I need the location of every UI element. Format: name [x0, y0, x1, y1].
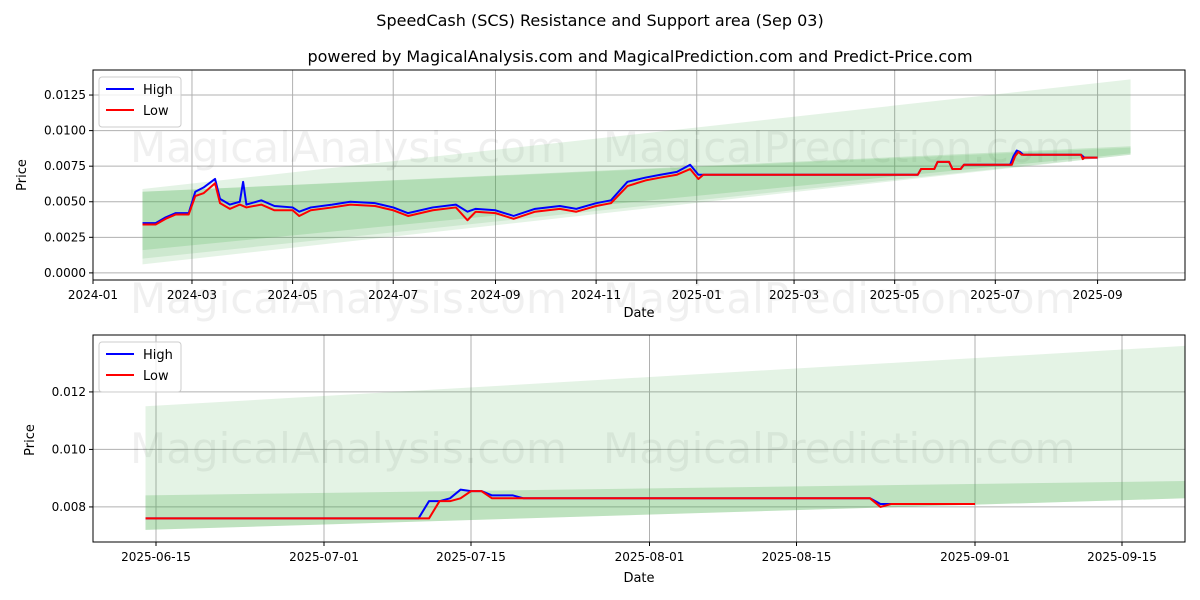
- x-tick-label: 2025-03: [769, 288, 819, 302]
- x-tick-label: 2024-01: [68, 288, 118, 302]
- watermark: MagicalPrediction.com: [603, 274, 1076, 323]
- legend-label: Low: [143, 104, 169, 119]
- chart-subtitle: powered by MagicalAnalysis.com and Magic…: [307, 47, 972, 66]
- chart-title: SpeedCash (SCS) Resistance and Support a…: [376, 11, 823, 30]
- y-tick-label: 0.012: [52, 385, 86, 399]
- subplot-1: 2024-01 2024-03 2024-05 2024-07 2024-09 2024-…: [15, 69, 1186, 323]
- x-tick-label: 2024-11: [571, 288, 621, 302]
- x-tick-label: 2025-06-15: [121, 550, 191, 564]
- axes-frame: [92, 69, 1186, 281]
- support-resistance-band: [142, 79, 1131, 265]
- subplot-2: 2025-06-15 2025-07-01 2025-07-15 2025-08-01…: [23, 334, 1186, 586]
- support-resistance-band: [145, 345, 1185, 530]
- y-tick-label: 0.0000: [44, 266, 86, 280]
- x-axis-label: Date: [623, 306, 654, 321]
- x-tick-label: 2025-07: [970, 288, 1020, 302]
- legend: High Low: [98, 341, 182, 393]
- x-tick-label: 2025-08-01: [615, 550, 685, 564]
- x-tick-label: 2025-09: [1073, 288, 1123, 302]
- x-tick-label: 2025-05: [870, 288, 920, 302]
- x-tick-label: 2025-07-15: [436, 550, 506, 564]
- series-line-low: [145, 490, 975, 520]
- x-tick-label: 2024-07: [368, 288, 418, 302]
- x-tick-label: 2024-05: [268, 288, 318, 302]
- y-tick-label: 0.0075: [44, 159, 86, 173]
- legend-label: High: [143, 348, 173, 363]
- plot-area: [145, 345, 1185, 530]
- x-tick-label: 2025-09-01: [940, 550, 1010, 564]
- y-tick-label: 0.0100: [44, 124, 86, 138]
- y-tick-label: 0.0125: [44, 88, 86, 102]
- x-tick-label: 2025-07-01: [289, 550, 359, 564]
- legend-label: High: [143, 83, 173, 98]
- watermark: MagicalAnalysis.com: [130, 424, 567, 473]
- watermark: MagicalPrediction.com: [603, 424, 1076, 473]
- y-tick-label: 0.0050: [44, 195, 86, 209]
- y-axis-label: Price: [23, 424, 38, 456]
- plot-area: [142, 79, 1131, 265]
- y-tick-label: 0.008: [52, 500, 86, 514]
- y-tick-label: 0.0025: [44, 230, 86, 244]
- axes-frame: [92, 334, 1186, 543]
- series-line-low: [142, 150, 1098, 226]
- support-resistance-band: [142, 146, 1131, 251]
- x-tick-label: 2024-09: [470, 288, 520, 302]
- x-tick-label: 2025-01: [672, 288, 722, 302]
- x-tick-label: 2025-09-15: [1087, 550, 1157, 564]
- watermark: MagicalAnalysis.com: [130, 274, 567, 323]
- x-tick-label: 2024-03: [167, 288, 217, 302]
- y-tick-label: 0.010: [52, 442, 86, 456]
- legend-label: Low: [143, 369, 169, 384]
- x-axis-label: Date: [623, 571, 654, 586]
- watermark: MagicalAnalysis.com: [130, 123, 567, 172]
- x-tick-label: 2025-08-15: [762, 550, 832, 564]
- legend: High Low: [98, 76, 182, 128]
- y-axis-label: Price: [15, 159, 30, 191]
